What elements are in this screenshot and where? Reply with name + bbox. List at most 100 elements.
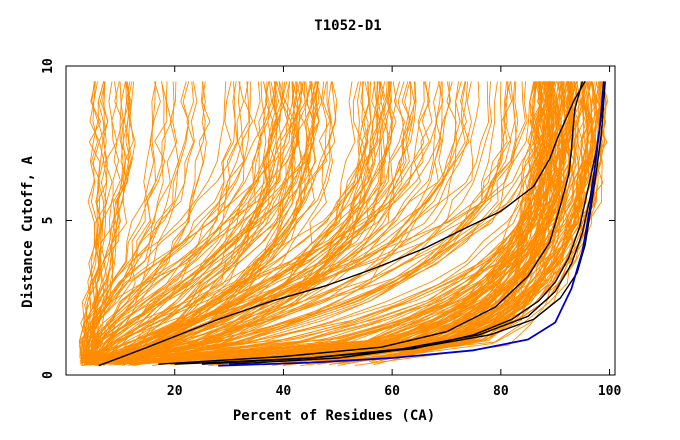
model-curve (326, 81, 553, 363)
model-curve (109, 81, 480, 359)
reference-curve (158, 81, 584, 365)
model-curve (102, 81, 315, 363)
model-curve (255, 81, 593, 360)
model-curve (86, 81, 508, 364)
model-curve (315, 81, 554, 362)
model-curve (109, 81, 367, 361)
y-tick-label: 5 (41, 217, 56, 225)
model-curve (85, 81, 236, 362)
tick-layer: 20 40 60 80 100 0 5 10 (41, 58, 621, 399)
model-curve (371, 81, 537, 361)
model-curve (242, 81, 609, 365)
model-curve (79, 81, 331, 360)
model-curve (90, 81, 136, 365)
model-curve (160, 81, 574, 365)
model-curve (81, 81, 537, 367)
model-curve (109, 81, 462, 362)
model-curve (94, 81, 179, 362)
model-curve (193, 81, 547, 362)
model-curve (117, 81, 585, 363)
model-curve (88, 81, 178, 365)
model-curve (250, 81, 551, 361)
model-curve (117, 81, 299, 365)
model-curve (87, 81, 195, 366)
model-curve (80, 81, 109, 364)
model-curve (140, 81, 461, 362)
model-curve (88, 81, 172, 364)
model-curve (78, 81, 272, 361)
model-curve (124, 81, 372, 362)
model-curve (89, 81, 133, 359)
model-curve (92, 81, 291, 361)
reference-curve (98, 81, 586, 367)
model-curve (87, 81, 279, 365)
model-curve (90, 81, 266, 364)
model-curve (144, 81, 493, 365)
model-curve (143, 81, 276, 362)
model-curve (255, 81, 549, 362)
model-curve (80, 81, 277, 363)
model-curve (346, 81, 576, 360)
x-tick-label: 20 (167, 384, 183, 399)
y-tick-label: 10 (41, 58, 56, 74)
model-curve (140, 81, 336, 365)
model-curve (113, 81, 278, 366)
model-curve (274, 81, 594, 359)
model-curve (90, 81, 206, 362)
model-curve (83, 81, 297, 366)
x-tick-label: 40 (276, 384, 292, 399)
model-curve (105, 81, 452, 361)
model-curve (90, 81, 130, 365)
model-curve (123, 81, 490, 366)
model-curve (313, 81, 559, 360)
model-curve (96, 81, 440, 366)
model-curve (134, 81, 442, 360)
model-curve (134, 81, 369, 366)
model-curve (93, 81, 328, 360)
x-tick-label: 80 (493, 384, 509, 399)
x-tick-label: 60 (384, 384, 400, 399)
model-curve (82, 81, 425, 367)
y-tick-label: 0 (41, 371, 56, 379)
model-curve (97, 81, 338, 365)
model-curve (84, 81, 472, 365)
model-curve (136, 81, 503, 361)
model-curve (90, 81, 320, 364)
series-layer (78, 81, 609, 367)
model-curve (90, 81, 607, 364)
model-curve (81, 81, 470, 364)
model-curve (88, 81, 388, 364)
model-curve (95, 81, 363, 365)
model-curve (82, 81, 379, 361)
model-curve (80, 81, 304, 365)
model-curve (90, 81, 232, 366)
model-curve (121, 81, 295, 366)
model-curve (89, 81, 161, 362)
model-curve (78, 81, 100, 363)
model-curve (121, 81, 262, 365)
model-curve (144, 81, 526, 362)
model-curve (130, 81, 270, 362)
model-curve (338, 81, 545, 361)
model-curve (127, 81, 543, 366)
model-curve (101, 81, 392, 365)
model-curve (117, 81, 274, 362)
model-curve (260, 81, 552, 360)
model-curve (80, 81, 282, 364)
y-axis-label: Distance Cutoff, A (20, 156, 36, 308)
best-model-curve (218, 81, 605, 367)
model-curve (85, 81, 109, 360)
model-curve (92, 81, 268, 362)
model-curve (91, 81, 102, 362)
model-curve (92, 81, 516, 359)
x-tick-label: 100 (598, 384, 622, 399)
model-curve (283, 81, 573, 366)
model-curve (142, 81, 585, 365)
model-curve (89, 81, 314, 364)
model-curve (126, 81, 397, 363)
model-curve (93, 81, 317, 364)
model-curve (337, 81, 591, 366)
model-curve (108, 81, 430, 363)
model-curve (85, 81, 299, 364)
